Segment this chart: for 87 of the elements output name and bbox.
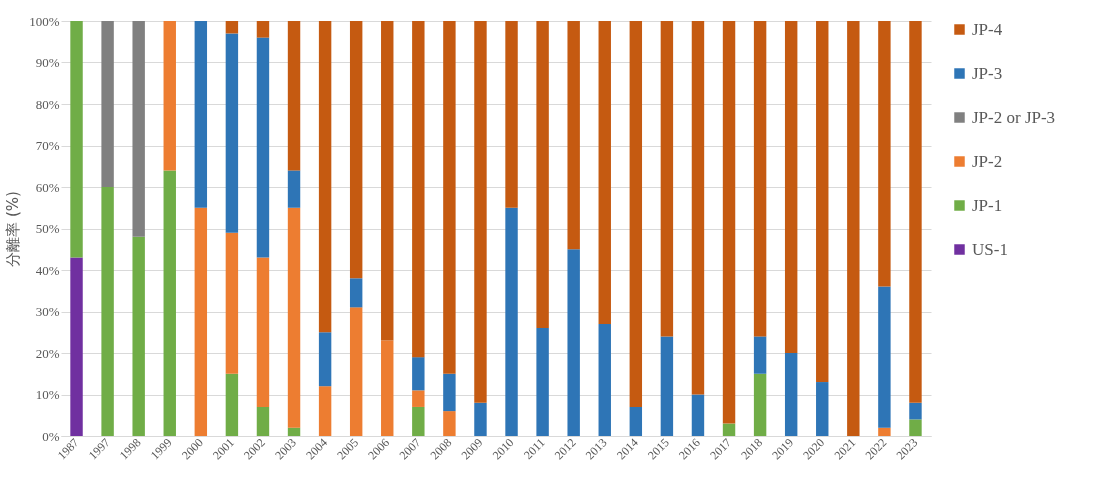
bar bbox=[847, 21, 860, 436]
bar bbox=[132, 21, 145, 237]
bar bbox=[878, 21, 891, 287]
bar bbox=[256, 257, 270, 407]
y-tick-label: 100% bbox=[29, 13, 60, 29]
bar bbox=[598, 21, 611, 324]
bar bbox=[878, 427, 891, 436]
bar bbox=[287, 427, 301, 436]
bar bbox=[443, 411, 456, 436]
bar bbox=[598, 323, 611, 436]
y-tick-label: 50% bbox=[35, 221, 60, 236]
y-tick-label: 10% bbox=[35, 387, 60, 402]
bar bbox=[318, 386, 332, 436]
bar bbox=[287, 21, 301, 171]
bar bbox=[412, 357, 425, 391]
legend-label: US-1 bbox=[972, 239, 1008, 259]
bar bbox=[256, 21, 270, 38]
bar bbox=[753, 336, 767, 374]
bar bbox=[878, 286, 891, 428]
bar bbox=[536, 21, 549, 329]
bar bbox=[412, 21, 425, 358]
bar bbox=[660, 21, 674, 337]
bar bbox=[474, 21, 487, 403]
bar bbox=[660, 336, 674, 436]
legend-label: JP-4 bbox=[972, 19, 1003, 39]
bar bbox=[101, 21, 114, 187]
bar bbox=[536, 328, 549, 436]
legend-label: JP-2 bbox=[972, 151, 1003, 171]
bar bbox=[70, 21, 83, 258]
y-tick-label: 20% bbox=[35, 345, 60, 361]
bar bbox=[349, 21, 363, 279]
bar bbox=[412, 406, 425, 436]
bar bbox=[318, 21, 332, 333]
y-tick-label: 0% bbox=[42, 428, 60, 444]
bar bbox=[722, 423, 736, 436]
bar bbox=[567, 249, 580, 436]
bar bbox=[784, 21, 798, 353]
legend-label: JP-2 or JP-3 bbox=[972, 107, 1056, 127]
bar bbox=[194, 207, 208, 436]
bar bbox=[753, 21, 767, 337]
bar bbox=[784, 353, 798, 436]
y-tick-label: 30% bbox=[35, 304, 60, 319]
bar bbox=[163, 170, 176, 436]
y-tick-label: 80% bbox=[35, 96, 60, 112]
bar bbox=[567, 21, 580, 250]
bar bbox=[225, 232, 239, 374]
bar bbox=[816, 382, 829, 436]
bar bbox=[412, 390, 425, 407]
bar bbox=[505, 21, 518, 208]
bar bbox=[225, 373, 239, 436]
bar bbox=[225, 21, 239, 34]
bar bbox=[101, 187, 114, 436]
bar bbox=[256, 37, 270, 258]
y-tick-label: 90% bbox=[35, 55, 60, 70]
bar bbox=[287, 170, 301, 208]
bar bbox=[443, 21, 456, 374]
bar bbox=[753, 373, 767, 436]
bar bbox=[132, 236, 145, 436]
bar bbox=[816, 21, 829, 383]
bar bbox=[691, 394, 705, 436]
legend-label: JP-3 bbox=[972, 63, 1003, 83]
bar bbox=[443, 373, 456, 412]
bar bbox=[909, 21, 922, 403]
bar bbox=[505, 207, 518, 436]
y-tick-label: 70% bbox=[35, 138, 60, 153]
bar bbox=[722, 21, 736, 424]
bar bbox=[909, 419, 922, 436]
bar bbox=[909, 402, 922, 420]
y-tick-label: 60% bbox=[35, 179, 60, 195]
bar bbox=[287, 207, 301, 428]
bar bbox=[163, 21, 176, 171]
y-axis-title: 分離率 (%) bbox=[4, 191, 23, 267]
bar bbox=[474, 402, 487, 436]
bar bbox=[381, 21, 394, 341]
y-tick-label: 40% bbox=[35, 262, 60, 278]
bar bbox=[194, 21, 208, 208]
bar bbox=[318, 332, 332, 387]
bar bbox=[629, 21, 643, 407]
bar bbox=[349, 307, 363, 436]
bar bbox=[381, 340, 394, 436]
bar bbox=[70, 257, 83, 436]
bar bbox=[691, 21, 705, 395]
bar bbox=[256, 406, 270, 436]
bar bbox=[349, 278, 363, 308]
bar bbox=[225, 33, 239, 233]
legend-label: JP-1 bbox=[972, 195, 1003, 215]
bar bbox=[629, 406, 643, 436]
